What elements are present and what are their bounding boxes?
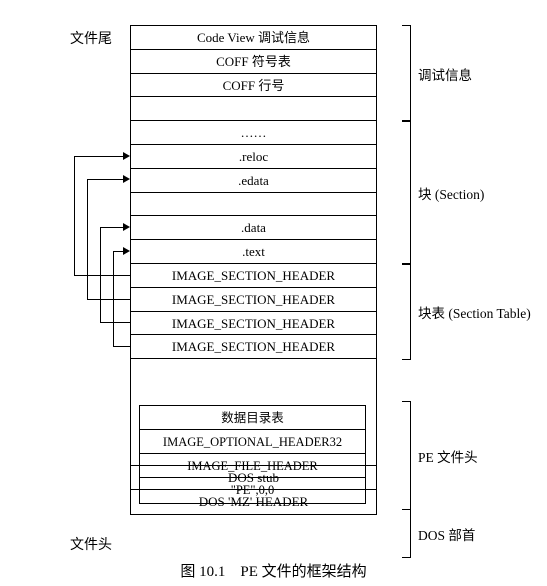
- arrow4-head: [123, 152, 130, 160]
- arrow3-head: [123, 175, 130, 183]
- grp-section: 块 (Section): [418, 183, 484, 203]
- row-pe-sig: "PE",0,0: [140, 478, 365, 502]
- row-blank2: [131, 193, 376, 217]
- grp-debug: 调试信息: [418, 64, 472, 84]
- row-text: .text: [131, 240, 376, 264]
- figure-caption: 图 10.1 PE 文件的框架结构: [0, 560, 547, 581]
- arrow3-v: [87, 179, 88, 299]
- grp-pehdr: PE 文件头: [418, 446, 478, 466]
- bracket-pehdr: [402, 401, 411, 510]
- bracket-debug: [402, 25, 411, 122]
- arrow2-hb: [100, 322, 130, 323]
- row-coff-sym: COFF 符号表: [131, 50, 376, 74]
- row-blank1: [131, 97, 376, 121]
- arrow2-head: [123, 223, 130, 231]
- row-edata: .edata: [131, 169, 376, 193]
- arrow2-ht: [100, 227, 124, 228]
- arrow3-hb: [87, 299, 130, 300]
- pe-header-inner: 数据目录表 IMAGE_OPTIONAL_HEADER32 IMAGE_FILE…: [130, 401, 375, 508]
- arrow1-head: [123, 247, 130, 255]
- row-ish1: IMAGE_SECTION_HEADER: [131, 288, 376, 312]
- arrow4-hb: [74, 275, 130, 276]
- row-data: .data: [131, 216, 376, 240]
- bracket-dos: [402, 509, 411, 558]
- row-reloc: .reloc: [131, 145, 376, 169]
- label-file-end: 文件尾: [70, 28, 112, 48]
- row-codeview: Code View 调试信息: [131, 26, 376, 50]
- pe-structure-diagram: Code View 调试信息 COFF 符号表 COFF 行号 …… .relo…: [0, 0, 547, 586]
- row-coff-line: COFF 行号: [131, 74, 376, 98]
- row-opt-hdr: IMAGE_OPTIONAL_HEADER32: [140, 430, 365, 454]
- row-file-hdr: IMAGE_FILE_HEADER: [140, 454, 365, 478]
- row-ish3: IMAGE_SECTION_HEADER: [131, 335, 376, 359]
- arrow4-v: [74, 156, 75, 275]
- label-file-start: 文件头: [70, 534, 112, 554]
- grp-sectbl: 块表 (Section Table): [418, 302, 531, 322]
- row-ish2: IMAGE_SECTION_HEADER: [131, 312, 376, 336]
- grp-dos: DOS 部首: [418, 524, 475, 544]
- bracket-sectbl: [402, 263, 411, 360]
- bracket-section: [402, 120, 411, 265]
- row-ish0: IMAGE_SECTION_HEADER: [131, 264, 376, 288]
- arrow4-ht: [74, 156, 124, 157]
- arrow3-ht: [87, 179, 124, 180]
- row-ellipsis: ……: [131, 121, 376, 145]
- row-datadir: 数据目录表: [140, 406, 365, 430]
- arrow1-hb: [113, 346, 130, 347]
- pe-header-frame: 数据目录表 IMAGE_OPTIONAL_HEADER32 IMAGE_FILE…: [139, 405, 366, 504]
